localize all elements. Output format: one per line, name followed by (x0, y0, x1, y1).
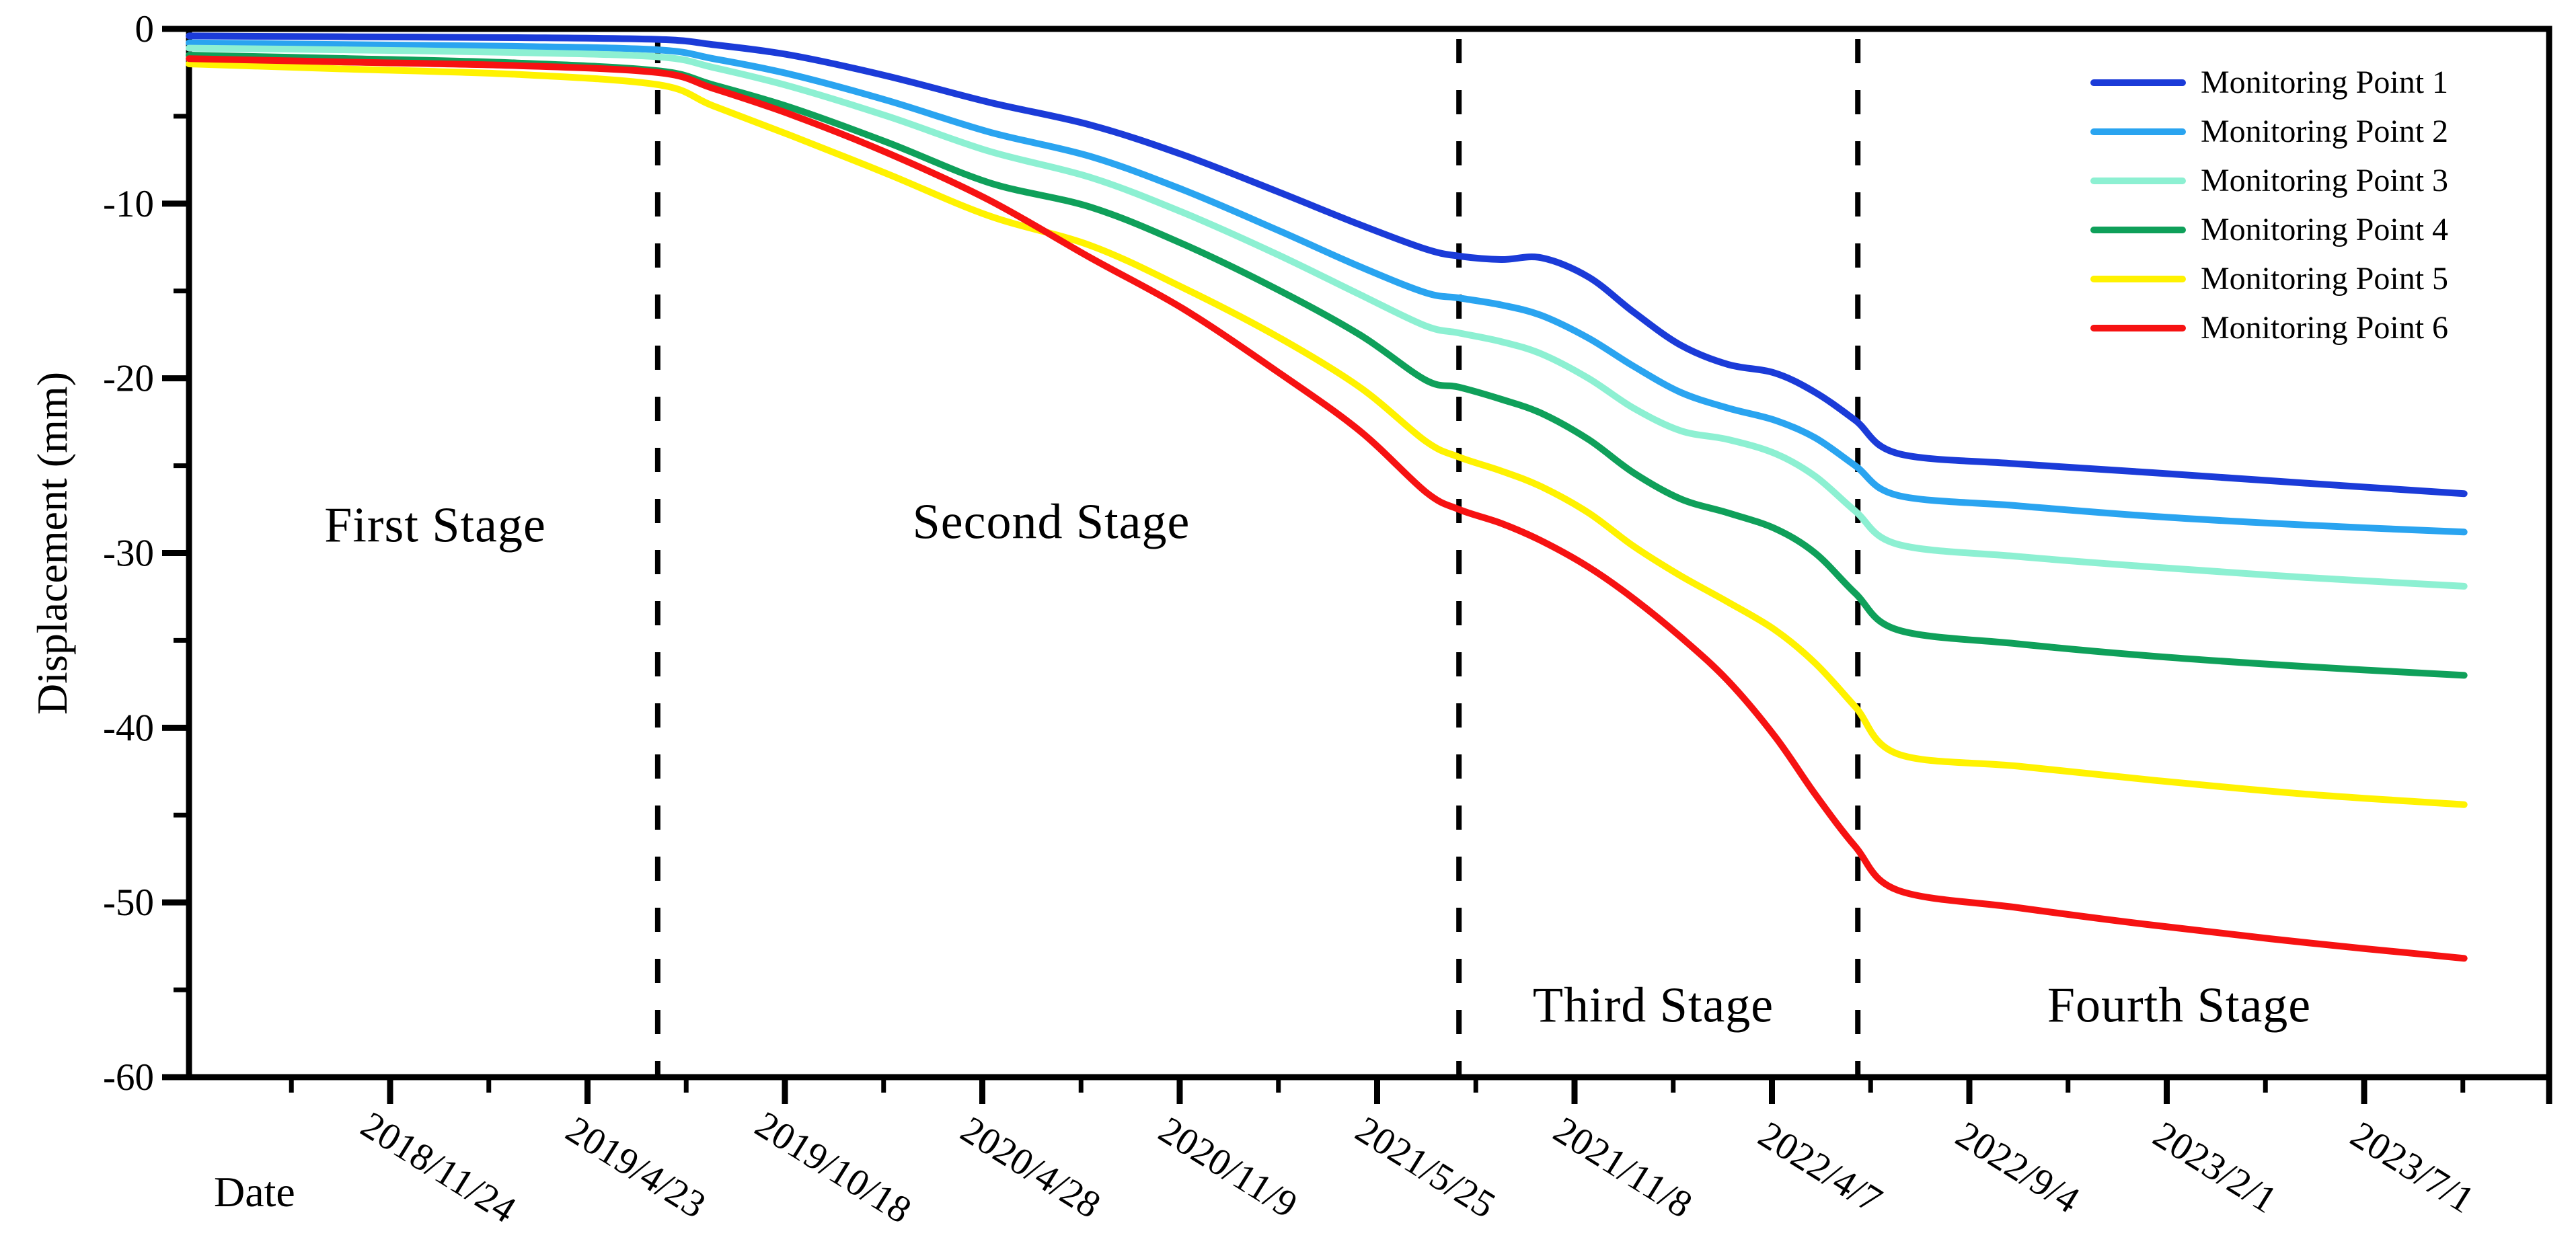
series-6-line-swatch (2090, 324, 2186, 331)
stage-label-third: Third Stage (1532, 978, 1774, 1033)
series-line-monitoring-point-3 (186, 44, 2468, 590)
x-tick-label: 2023/7/1 (2343, 1113, 2481, 1222)
x-tick-label: 2020/4/28 (954, 1108, 1108, 1226)
series-3-line-swatch (2090, 177, 2186, 184)
x-tick-label: 2021/5/25 (1349, 1108, 1503, 1226)
series-line-monitoring-point-2 (186, 39, 2468, 536)
x-tick-label: 2019/4/23 (559, 1108, 713, 1226)
legend-item: Monitoring Point 5 (2090, 254, 2448, 303)
y-tick-label: -60 (103, 1056, 154, 1099)
series-2-line-swatch (2090, 128, 2186, 135)
series-1-line-swatch (2090, 79, 2186, 86)
stage-label-first: First Stage (324, 498, 546, 553)
legend-label: Monitoring Point 1 (2201, 65, 2449, 100)
stage-label-second: Second Stage (912, 494, 1190, 550)
y-tick-label: -20 (103, 358, 154, 400)
legend-label: Monitoring Point 2 (2201, 114, 2449, 149)
y-tick-label: -10 (103, 183, 154, 225)
y-axis-title: Displacement (mm) (28, 371, 76, 715)
legend-label: Monitoring Point 6 (2201, 310, 2449, 346)
x-axis-title: Date (214, 1168, 295, 1216)
legend-item: Monitoring Point 6 (2090, 303, 2448, 352)
y-tick-label: -30 (103, 533, 154, 575)
series-line-monitoring-point-5 (186, 61, 2468, 808)
series-5-line-swatch (2090, 275, 2186, 282)
legend-item: Monitoring Point 2 (2090, 107, 2448, 156)
y-tick-label: 0 (135, 8, 155, 50)
legend-item: Monitoring Point 4 (2090, 205, 2448, 254)
x-tick-label: 2020/11/9 (1151, 1109, 1305, 1226)
x-tick-label: 2018/11/24 (354, 1103, 523, 1231)
series-line-monitoring-point-1 (186, 32, 2468, 498)
x-tick-label: 2021/11/8 (1546, 1109, 1700, 1226)
legend-label: Monitoring Point 3 (2201, 163, 2449, 198)
x-tick-label: 2022/4/7 (1751, 1113, 1889, 1222)
series-line-monitoring-point-6 (186, 55, 2468, 962)
legend-item: Monitoring Point 3 (2090, 156, 2448, 205)
legend-item: Monitoring Point 1 (2090, 58, 2448, 107)
y-tick-label: -50 (103, 881, 154, 924)
y-tick-label: -40 (103, 707, 154, 749)
x-tick-label: 2019/10/18 (748, 1103, 919, 1232)
x-tick-label: 2023/2/1 (2146, 1113, 2284, 1222)
legend-label: Monitoring Point 5 (2201, 261, 2449, 297)
legend: Monitoring Point 1 Monitoring Point 2 Mo… (2090, 58, 2448, 352)
legend-label: Monitoring Point 4 (2201, 212, 2449, 247)
x-tick-label: 2022/9/4 (1948, 1113, 2086, 1222)
series-4-line-swatch (2090, 226, 2186, 233)
stage-label-fourth: Fourth Stage (2047, 978, 2312, 1033)
